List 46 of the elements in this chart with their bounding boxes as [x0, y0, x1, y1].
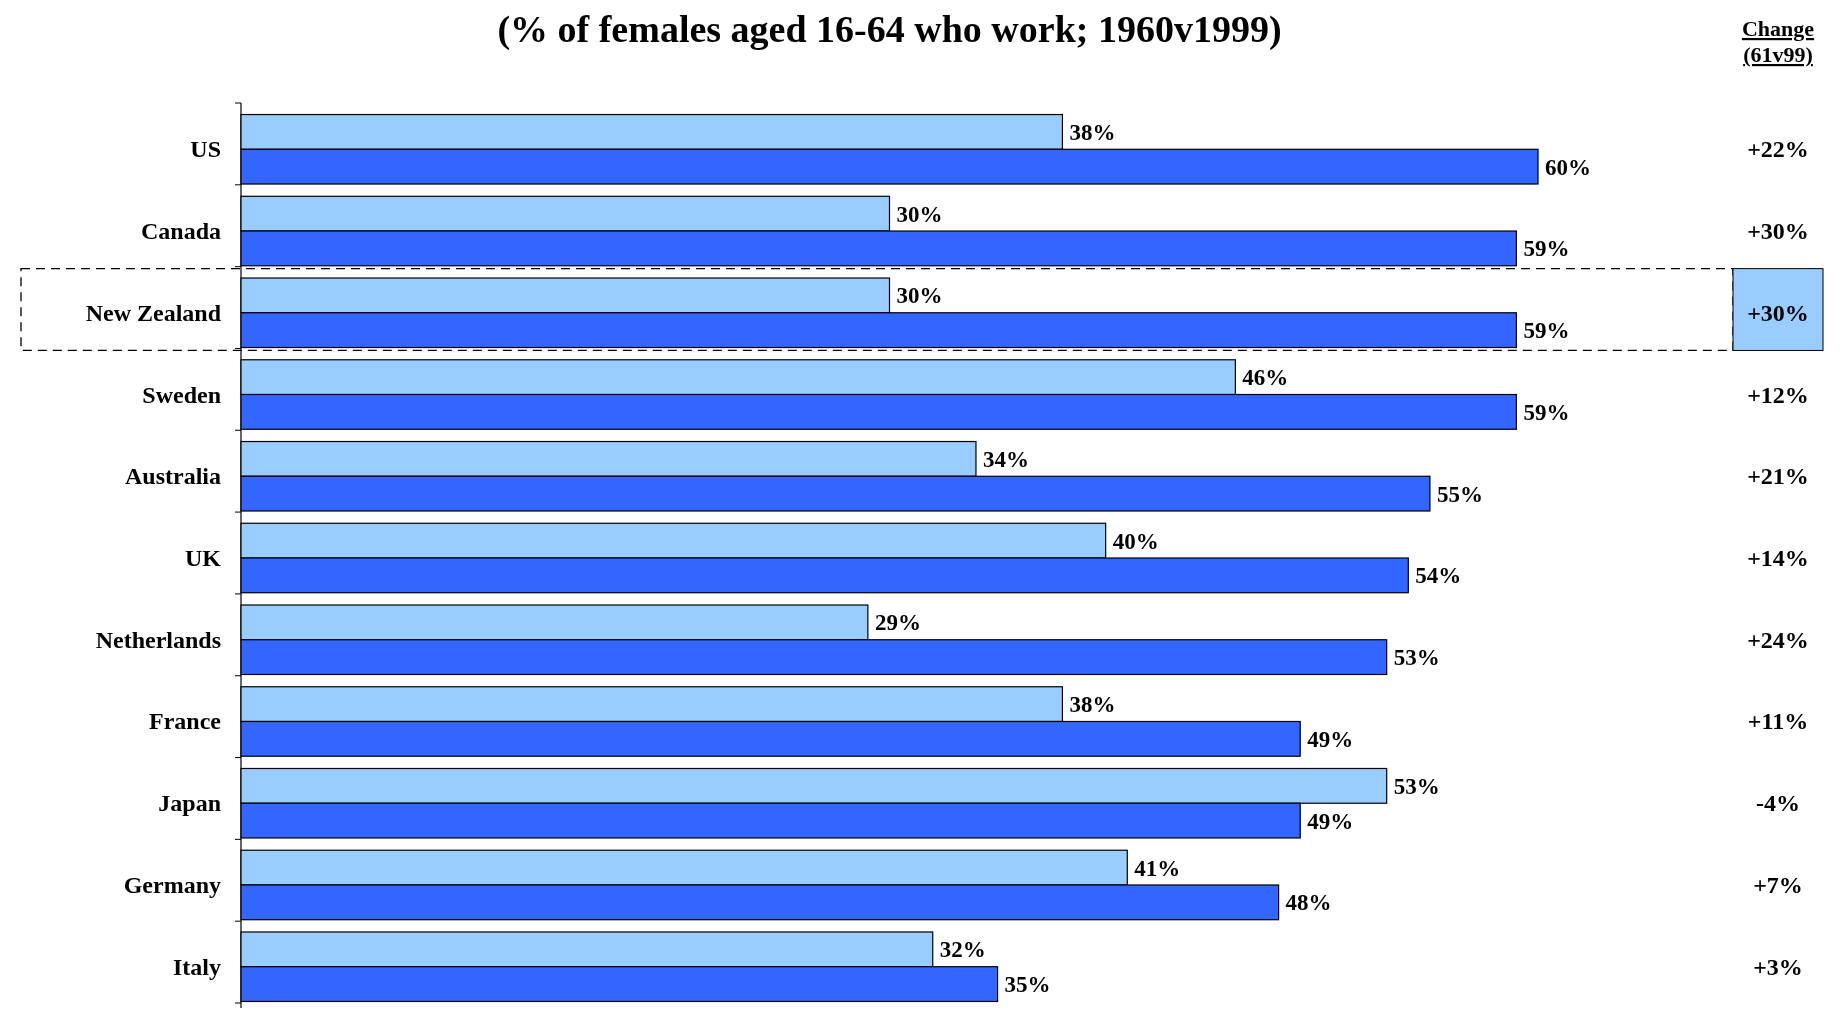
data-label: 32%: [939, 937, 986, 963]
data-label: 40%: [1112, 528, 1159, 554]
data-label: 53%: [1393, 773, 1440, 799]
data-label: 55%: [1436, 481, 1483, 507]
data-label: 30%: [896, 201, 943, 227]
chart-title: (% of females aged 16-64 who work; 1960v1999): [497, 8, 1282, 51]
data-label: 59%: [1523, 318, 1570, 344]
text: +30%: [1747, 299, 1809, 326]
text: -4%: [1756, 790, 1800, 817]
y-tick-label: Germany: [123, 871, 221, 898]
text: +11%: [1747, 708, 1809, 735]
y-tick-label: UK: [185, 545, 222, 571]
y-tick-label: Australia: [125, 463, 221, 490]
text: +7%: [1753, 871, 1803, 898]
data-label: 59%: [1523, 236, 1570, 262]
data-label: 30%: [896, 283, 943, 309]
y-tick-label: Japan: [158, 790, 221, 817]
y-tick-label: New Zealand: [85, 299, 222, 326]
y-tick-label: Sweden: [142, 381, 221, 408]
text: +12%: [1747, 381, 1809, 408]
data-label: 53%: [1393, 645, 1440, 671]
data-label: 29%: [874, 610, 921, 636]
data-label: 35%: [1004, 972, 1051, 998]
y-tick-label: France: [149, 708, 222, 735]
data-label: 48%: [1285, 890, 1332, 916]
data-label: 41%: [1134, 855, 1181, 881]
text: +22%: [1747, 136, 1809, 163]
data-label: 59%: [1523, 399, 1570, 425]
data-label: 34%: [982, 446, 1029, 472]
data-label: 54%: [1415, 563, 1462, 589]
text: +14%: [1747, 545, 1809, 571]
y-tick-label: Canada: [140, 218, 221, 245]
text: +21%: [1747, 463, 1809, 490]
y-tick-label: Italy: [173, 953, 221, 980]
data-label: 38%: [1069, 692, 1116, 718]
data-label: 38%: [1069, 119, 1116, 145]
y-tick-label: US: [190, 136, 221, 163]
text: +30%: [1747, 218, 1809, 245]
data-label: 49%: [1307, 808, 1354, 834]
data-label: 46%: [1242, 365, 1289, 391]
text: Change (61v99): [1741, 16, 1815, 67]
y-tick-label: Netherlands: [95, 626, 221, 653]
text: +3%: [1753, 953, 1803, 980]
data-label: 60%: [1545, 154, 1591, 180]
text: +24%: [1747, 626, 1809, 653]
data-label: 49%: [1307, 726, 1354, 752]
